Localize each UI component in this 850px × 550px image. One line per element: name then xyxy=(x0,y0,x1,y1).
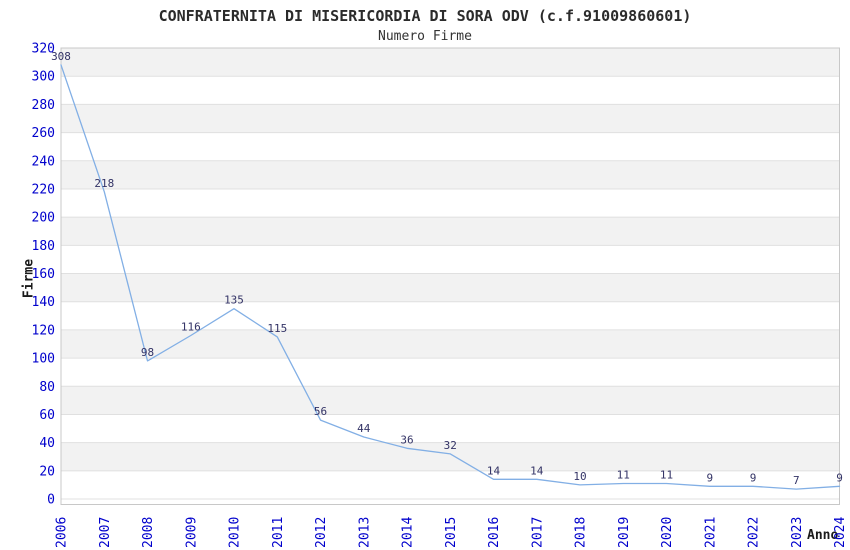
x-tick-label: 2022 xyxy=(747,517,762,548)
y-tick-label: 20 xyxy=(39,464,55,479)
x-tick-label: 2010 xyxy=(228,517,243,548)
data-point-label: 7 xyxy=(793,474,800,487)
x-tick-label: 2011 xyxy=(271,517,286,548)
data-point-label: 135 xyxy=(224,294,244,307)
data-point-label: 10 xyxy=(573,470,586,483)
y-tick-label: 160 xyxy=(32,267,55,282)
grid-band xyxy=(61,160,840,189)
grid-band xyxy=(61,386,840,415)
x-tick-label: 2023 xyxy=(790,517,805,548)
data-point-label: 14 xyxy=(530,464,544,477)
y-tick-label: 40 xyxy=(39,436,55,451)
data-point-label: 308 xyxy=(51,50,71,63)
y-tick-label: 280 xyxy=(32,98,55,113)
data-point-label: 32 xyxy=(444,439,457,452)
data-point-label: 11 xyxy=(617,469,630,482)
x-tick-label: 2013 xyxy=(357,517,372,548)
grid-band xyxy=(61,273,840,302)
data-point-label: 115 xyxy=(267,322,287,335)
y-tick-label: 140 xyxy=(32,295,55,310)
y-tick-label: 260 xyxy=(32,126,55,141)
x-tick-label: 2016 xyxy=(487,517,502,548)
y-tick-label: 80 xyxy=(39,380,55,395)
data-point-label: 218 xyxy=(94,177,114,190)
plot-border xyxy=(60,47,840,505)
x-tick-label: 2021 xyxy=(703,517,718,548)
y-tick-label: 120 xyxy=(32,323,55,338)
y-tick-label: 200 xyxy=(32,211,55,226)
data-point-label: 14 xyxy=(487,464,501,477)
x-tick-label: 2006 xyxy=(55,517,70,548)
chart-subtitle: Numero Firme xyxy=(378,29,472,44)
data-point-label: 44 xyxy=(357,422,371,435)
data-point-label: 98 xyxy=(141,346,154,359)
x-tick-label: 2018 xyxy=(574,517,589,548)
y-tick-label: 220 xyxy=(32,182,55,197)
data-point-label: 11 xyxy=(660,469,673,482)
data-point-label: 9 xyxy=(750,471,757,484)
data-point-label: 9 xyxy=(836,471,843,484)
x-tick-label: 2008 xyxy=(141,517,156,548)
data-point-label: 9 xyxy=(706,471,713,484)
y-tick-label: 0 xyxy=(47,493,55,508)
y-tick-label: 320 xyxy=(32,42,55,57)
x-tick-label: 2007 xyxy=(98,517,113,548)
x-tick-label: 2017 xyxy=(530,517,545,548)
y-tick-label: 100 xyxy=(32,352,55,367)
x-axis-title: Anno xyxy=(807,528,839,543)
x-tick-label: 2012 xyxy=(314,517,329,548)
y-tick-label: 240 xyxy=(32,154,55,169)
x-tick-label: 2024 xyxy=(833,517,848,548)
data-point-label: 36 xyxy=(400,433,413,446)
chart-title: CONFRATERNITA DI MISERICORDIA DI SORA OD… xyxy=(158,7,692,25)
data-line xyxy=(60,64,841,490)
grid-band xyxy=(61,48,840,77)
grid-band xyxy=(61,217,840,246)
y-tick-label: 180 xyxy=(32,239,55,254)
grid-band xyxy=(61,329,840,359)
y-tick-label: 300 xyxy=(32,70,55,85)
x-tick-label: 2015 xyxy=(444,517,459,548)
grid-band xyxy=(61,442,840,471)
y-tick-label: 60 xyxy=(39,408,55,423)
x-tick-label: 2019 xyxy=(617,517,632,548)
x-tick-label: 2020 xyxy=(660,517,675,548)
data-point-label: 116 xyxy=(181,321,201,334)
data-point-label: 56 xyxy=(314,405,327,418)
grid-band xyxy=(61,104,840,133)
x-tick-label: 2009 xyxy=(184,517,199,548)
x-tick-label: 2014 xyxy=(401,517,416,548)
